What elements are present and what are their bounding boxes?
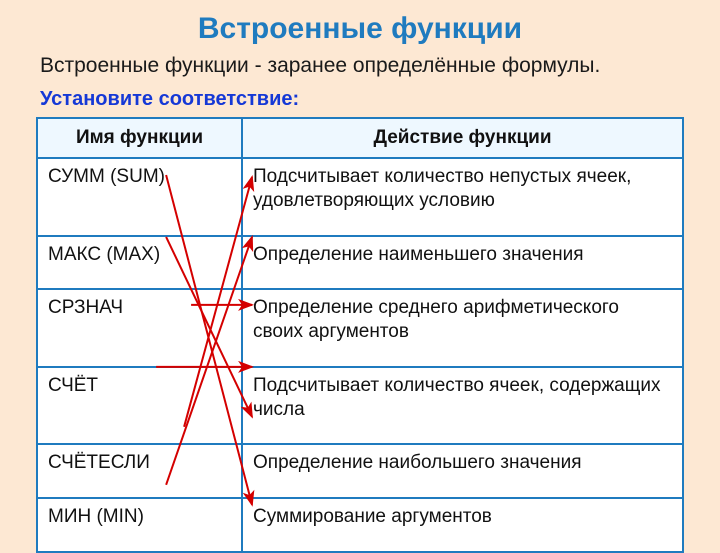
header-desc: Действие функции — [242, 118, 683, 158]
functions-table: Имя функции Действие функции СУММ (SUM)П… — [36, 117, 684, 553]
fn-desc-cell: Подсчитывает количество ячеек, содержащи… — [242, 367, 683, 445]
fn-name-cell: МАКС (MAX) — [37, 236, 242, 290]
page-title: Встроенные функции — [36, 12, 684, 46]
subtitle-text: Встроенные функции - заранее определённы… — [36, 54, 684, 78]
table-row: МАКС (MAX)Определение наименьшего значен… — [37, 236, 683, 290]
table-row: СЧЁТЕСЛИОпределение наибольшего значения — [37, 444, 683, 498]
fn-name-cell: СУММ (SUM) — [37, 158, 242, 236]
fn-name-cell: СЧЁТЕСЛИ — [37, 444, 242, 498]
header-fn: Имя функции — [37, 118, 242, 158]
fn-desc-cell: Подсчитывает количество непустых ячеек, … — [242, 158, 683, 236]
fn-desc-cell: Определение наименьшего значения — [242, 236, 683, 290]
table-container: Имя функции Действие функции СУММ (SUM)П… — [36, 117, 684, 553]
fn-name-cell: СЧЁТ — [37, 367, 242, 445]
fn-name-cell: МИН (MIN) — [37, 498, 242, 552]
table-row: СУММ (SUM)Подсчитывает количество непуст… — [37, 158, 683, 236]
instruction-text: Установите соответствие: — [36, 88, 684, 111]
fn-desc-cell: Суммирование аргументов — [242, 498, 683, 552]
table-row: СРЗНАЧОпределение среднего арифметическо… — [37, 289, 683, 367]
table-row: МИН (MIN)Суммирование аргументов — [37, 498, 683, 552]
table-row: СЧЁТПодсчитывает количество ячеек, содер… — [37, 367, 683, 445]
fn-desc-cell: Определение среднего арифметического сво… — [242, 289, 683, 367]
fn-desc-cell: Определение наибольшего значения — [242, 444, 683, 498]
fn-name-cell: СРЗНАЧ — [37, 289, 242, 367]
